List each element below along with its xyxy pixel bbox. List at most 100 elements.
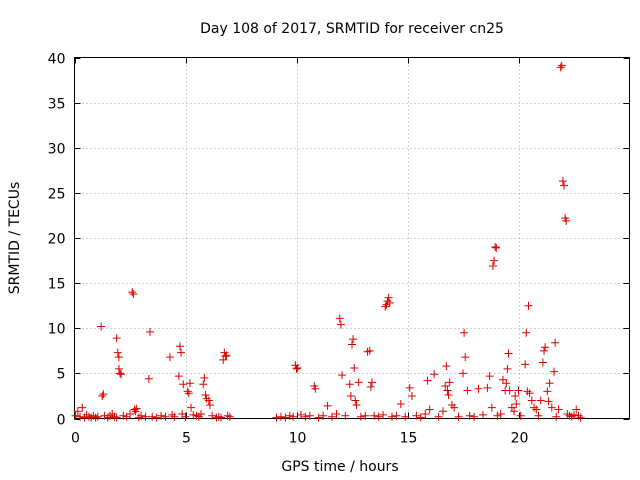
data-point — [492, 243, 501, 252]
data-point — [421, 409, 430, 418]
data-point — [370, 411, 379, 420]
data-point — [558, 177, 567, 186]
data-point — [184, 389, 193, 398]
y-axis-label: SRMTID / TECUs — [7, 182, 23, 295]
data-point — [470, 412, 479, 421]
data-point — [493, 411, 502, 420]
data-point — [460, 328, 469, 337]
data-point — [379, 410, 388, 419]
data-point — [208, 411, 217, 420]
x-tick-label: 0 — [71, 431, 80, 447]
data-point — [201, 391, 210, 400]
data-point — [137, 411, 146, 420]
data-point — [538, 358, 547, 367]
data-point — [341, 411, 350, 420]
data-point — [217, 413, 226, 422]
data-point — [165, 353, 174, 362]
data-point — [183, 387, 192, 396]
data-point — [301, 412, 310, 421]
data-point — [434, 412, 443, 421]
data-point — [289, 412, 298, 421]
data-point — [345, 380, 354, 389]
data-point — [522, 328, 531, 337]
data-point — [505, 386, 514, 395]
data-point — [76, 412, 85, 421]
data-point — [374, 412, 383, 421]
data-point — [71, 411, 80, 420]
data-point — [314, 413, 323, 422]
data-point — [174, 372, 183, 381]
data-point — [384, 293, 393, 302]
x-axis-label: GPS time / hours — [281, 459, 398, 475]
data-point — [443, 386, 452, 395]
data-point — [276, 412, 285, 421]
y-tick-label: 15 — [48, 277, 66, 293]
data-point — [338, 371, 347, 380]
data-point — [504, 349, 513, 358]
data-point — [145, 327, 154, 336]
data-point — [285, 411, 294, 420]
data-point — [119, 411, 128, 420]
data-point — [490, 256, 499, 265]
data-point — [412, 411, 421, 420]
data-points — [71, 61, 585, 422]
data-point — [381, 302, 390, 311]
data-point — [335, 314, 344, 323]
data-point — [541, 343, 550, 352]
data-point — [430, 370, 439, 379]
data-point — [532, 405, 541, 414]
x-tick-label: 15 — [400, 431, 418, 447]
data-point — [346, 391, 355, 400]
data-point — [99, 390, 108, 399]
data-point — [78, 403, 87, 412]
data-point — [521, 360, 530, 369]
data-point — [179, 380, 188, 389]
data-point — [336, 320, 345, 329]
data-point — [560, 181, 569, 190]
data-point — [356, 412, 365, 421]
data-point — [396, 400, 405, 409]
data-point — [170, 412, 179, 421]
data-point — [401, 412, 410, 421]
data-point — [488, 261, 497, 270]
data-point — [129, 289, 138, 298]
data-point — [554, 405, 563, 414]
y-tick-label: 20 — [48, 232, 66, 248]
data-point — [557, 61, 566, 70]
data-point — [352, 400, 361, 409]
data-point — [161, 412, 170, 421]
data-point — [144, 374, 153, 383]
data-point — [205, 400, 214, 409]
data-point — [175, 342, 184, 351]
data-point — [187, 403, 196, 412]
data-point — [157, 411, 166, 420]
data-point — [148, 412, 157, 421]
data-point — [551, 338, 560, 347]
data-point — [114, 353, 123, 362]
data-point — [349, 335, 358, 344]
data-point — [73, 407, 82, 416]
data-point — [387, 412, 396, 421]
data-point — [112, 334, 121, 343]
data-point — [354, 378, 363, 387]
y-tick-label: 35 — [48, 97, 66, 113]
data-point — [296, 410, 305, 419]
data-point — [112, 413, 121, 422]
data-point — [281, 413, 290, 422]
data-point — [552, 412, 561, 421]
x-tick-label: 10 — [289, 431, 307, 447]
data-point — [439, 407, 448, 416]
data-point — [423, 376, 432, 385]
data-point — [177, 348, 186, 357]
data-point — [511, 391, 520, 400]
data-point — [221, 352, 230, 361]
y-tick-label: 30 — [48, 142, 66, 158]
x-tick-label: 5 — [182, 431, 191, 447]
data-point — [113, 348, 122, 357]
data-point — [496, 409, 505, 418]
data-point — [543, 387, 552, 396]
data-point — [225, 412, 234, 421]
data-point — [445, 378, 454, 387]
